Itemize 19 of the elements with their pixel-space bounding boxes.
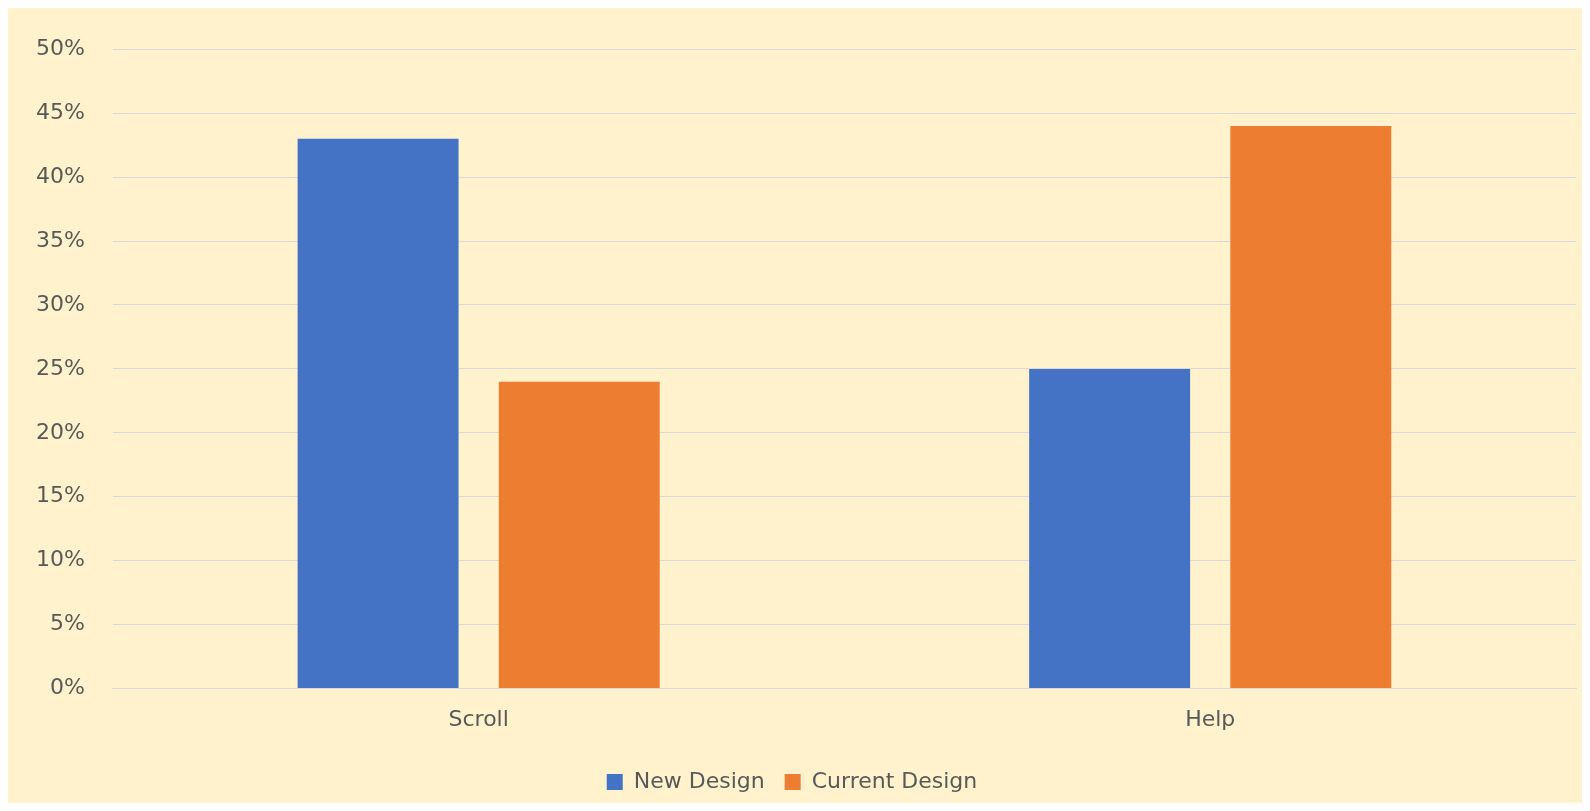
legend-label: New Design bbox=[633, 767, 765, 793]
bar bbox=[498, 381, 660, 689]
x-tick-label: Scroll bbox=[448, 705, 509, 731]
y-tick-label: 20% bbox=[35, 418, 85, 444]
bar bbox=[297, 138, 459, 689]
legend-label: Current Design bbox=[811, 767, 978, 793]
y-tick-label: 25% bbox=[35, 354, 85, 380]
y-tick-label: 10% bbox=[35, 546, 85, 572]
y-tick-label: 0% bbox=[49, 674, 85, 700]
bar bbox=[1230, 125, 1392, 689]
y-tick-label: 5% bbox=[49, 610, 85, 636]
y-tick-label: 15% bbox=[35, 482, 85, 508]
y-tick-label: 40% bbox=[35, 162, 85, 188]
x-tick-label: Help bbox=[1185, 705, 1236, 731]
y-tick-label: 50% bbox=[35, 34, 85, 60]
y-tick-label: 30% bbox=[35, 290, 85, 316]
y-tick-label: 45% bbox=[35, 98, 85, 124]
y-tick-label: 35% bbox=[35, 226, 85, 252]
bar bbox=[1029, 368, 1191, 689]
